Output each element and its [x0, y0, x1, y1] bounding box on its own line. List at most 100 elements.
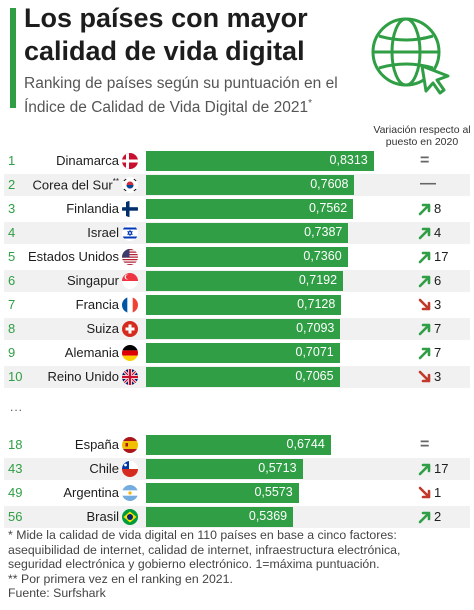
variation-header: Variación respecto al puesto en 2020: [373, 124, 471, 148]
chart-subtitle: Ranking de países según su puntuación en…: [24, 74, 364, 118]
change-indicator: 3: [418, 368, 468, 386]
bar: 0,6744: [146, 435, 331, 456]
rank-label: 2: [8, 177, 16, 192]
rank-label: 8: [8, 321, 16, 336]
arrow-up-icon: [418, 275, 431, 288]
change-indicator: 2: [418, 508, 468, 526]
chart-row: 2 Corea del Sur** 0,7608 —: [0, 174, 474, 196]
country-label: Singapur: [66, 273, 119, 288]
country-label: Chile: [89, 461, 119, 477]
bar: 0,8313: [146, 151, 374, 171]
country-label: Dinamarca: [56, 153, 119, 168]
flag-argentina-icon: [122, 485, 138, 502]
flag-spain-icon: [122, 437, 138, 454]
chart-row: 43 Chile 0,5713 17: [0, 458, 474, 481]
bar: 0,7608: [146, 175, 355, 195]
chart-row: 6 Singapur 0,7192 6: [0, 270, 474, 292]
change-indicator: 1: [418, 484, 468, 502]
chart-row: 3 Finlandia 0,7562 8: [0, 198, 474, 220]
flag-finland-icon: [122, 201, 138, 217]
chart-row: 10 Reino Unido 0,7065 3: [0, 366, 474, 388]
country-label: Suiza: [86, 321, 119, 336]
rank-label: 6: [8, 273, 16, 288]
change-indicator: —: [418, 175, 468, 194]
country-label: Finlandia: [66, 201, 119, 216]
change-value: 4: [434, 225, 442, 240]
chart-row: 7 Francia 0,7128 3: [0, 294, 474, 316]
arrow-up-icon: [418, 251, 431, 264]
rank-label: 7: [8, 297, 16, 312]
flag-chile-icon: [122, 461, 138, 478]
country-label: Estados Unidos: [27, 249, 119, 264]
chart-row: 1 Dinamarca 0,8313 =: [0, 150, 474, 172]
arrow-up-icon: [418, 203, 431, 216]
bar: 0,5713: [146, 459, 303, 480]
chart-title: Los países con mayor calidad de vida dig…: [24, 3, 308, 66]
subtitle-text: Ranking de países según su puntuación en…: [24, 75, 338, 117]
country-label: Corea del Sur**: [32, 177, 119, 193]
rank-label: 3: [8, 201, 16, 216]
bar-value-label: 0,5573: [254, 485, 293, 500]
change-value: 7: [434, 321, 442, 336]
source-label: Fuente: Surfshark: [8, 586, 106, 600]
flag-singapore-icon: [122, 273, 138, 289]
bar: 0,7562: [146, 199, 354, 219]
rank-label: 56: [8, 509, 23, 525]
footnote-line: seguridad electrónica y gobierno electró…: [8, 557, 380, 571]
rank-label: 5: [8, 249, 16, 264]
flag-switzerland-icon: [122, 321, 138, 337]
chart-row: 5 Estados Unidos 0,7360 17: [0, 246, 474, 268]
bar: 0,7093: [146, 319, 341, 339]
footnote-line: ** Por primera vez en el ranking en 2021…: [8, 571, 233, 586]
change-indicator: 4: [418, 224, 468, 242]
rank-label: 1: [8, 153, 16, 168]
arrow-down-icon: [418, 487, 431, 499]
rank-label: 4: [8, 225, 16, 240]
change-indicator: 6: [418, 272, 468, 290]
footnote-line: * Mide la calidad de vida digital en 110…: [8, 528, 397, 542]
chart-row: 56 Brasil 0,5369 2: [0, 506, 474, 529]
arrow-up-icon: [418, 347, 431, 360]
bar-value-label: 0,7360: [303, 249, 342, 263]
bar-value-label: 0,5713: [258, 461, 297, 476]
chart-row: 8 Suiza 0,7093 7: [0, 318, 474, 340]
flag-south-korea-icon: [122, 177, 138, 193]
chart-row: 18 España 0,6744 =: [0, 434, 474, 456]
rank-label: 18: [8, 437, 23, 453]
flag-denmark-icon: [122, 153, 138, 169]
change-value: 1: [434, 485, 442, 501]
dash-icon: —: [420, 175, 436, 192]
bar-value-label: 0,7608: [310, 177, 349, 191]
bar-value-label: 0,7128: [297, 297, 336, 311]
change-indicator: 8: [418, 200, 468, 218]
change-value: 3: [434, 297, 442, 312]
rank-label: 43: [8, 461, 23, 477]
chart-row: 9 Alemania 0,7071 7: [0, 342, 474, 364]
flag-germany-icon: [122, 345, 138, 361]
bar: 0,7065: [146, 367, 340, 387]
country-label: Francia: [75, 297, 119, 312]
arrow-up-icon: [418, 227, 431, 240]
bar-value-label: 0,7071: [295, 345, 334, 359]
bar: 0,5573: [146, 483, 299, 504]
gap-marker: ...: [10, 400, 24, 414]
country-label: Alemania: [64, 345, 119, 360]
change-indicator: =: [418, 436, 468, 454]
equal-icon: =: [420, 436, 430, 454]
bar-value-label: 0,7387: [304, 225, 343, 239]
bar: 0,5369: [146, 507, 294, 528]
change-value: 7: [434, 345, 442, 360]
accent-bar: [10, 8, 16, 108]
arrow-up-icon: [418, 512, 431, 524]
change-value: 6: [434, 273, 442, 288]
flag-france-icon: [122, 297, 138, 313]
arrow-down-icon: [418, 298, 431, 311]
bar: 0,7071: [146, 343, 340, 363]
rank-label: 49: [8, 485, 23, 501]
bar: 0,7387: [146, 223, 349, 243]
arrow-up-icon: [418, 323, 431, 336]
equal-icon: =: [420, 152, 430, 169]
bar-value-label: 0,8313: [329, 153, 368, 167]
change-indicator: 7: [418, 320, 468, 338]
country-label: Israel: [87, 225, 119, 240]
